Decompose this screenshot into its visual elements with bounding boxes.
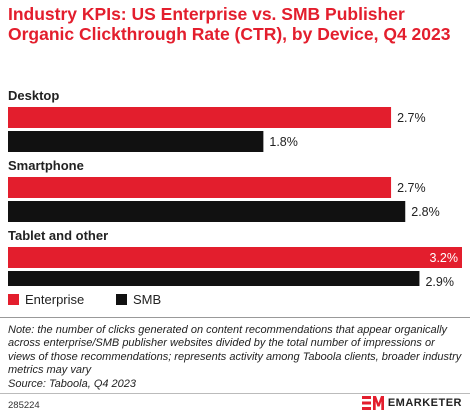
chart-note: Note: the number of clicks generated on … (8, 324, 464, 391)
bar-enterprise (8, 107, 392, 128)
bar-smb (8, 201, 406, 222)
legend-swatch-enterprise (8, 294, 19, 305)
category-label: Desktop (8, 88, 59, 103)
source-text: Source: Taboola, Q4 2023 (8, 377, 137, 390)
legend-item-enterprise: Enterprise (8, 292, 84, 307)
chart-title: Industry KPIs: US Enterprise vs. SMB Pub… (8, 4, 451, 44)
divider-top (0, 317, 470, 318)
bar-smb (8, 271, 420, 286)
bar-enterprise (8, 177, 392, 198)
legend-item-smb: SMB (116, 292, 161, 307)
bar-chart: Desktop 2.7% 1.8% Smartphone 2.7% 2.8% Tablet … (0, 86, 470, 306)
bar-smb (8, 131, 264, 152)
category-label: Smartphone (8, 158, 84, 173)
category-label: Tablet and other (8, 228, 108, 243)
legend-label-smb: SMB (133, 292, 162, 307)
divider-bottom (0, 393, 470, 394)
data-label-smb: 2.8% (411, 205, 440, 219)
bar-enterprise (8, 247, 462, 268)
data-label-enterprise: 3.2% (430, 251, 459, 265)
data-label-enterprise: 2.7% (397, 181, 426, 195)
em-logo-icon (361, 395, 384, 411)
legend-label-enterprise: Enterprise (25, 292, 85, 307)
data-label-smb: 1.8% (269, 135, 298, 149)
brand: EMARKETER (361, 395, 462, 411)
note-text: Note: the number of clicks generated on … (8, 324, 462, 377)
data-label-enterprise: 2.7% (397, 111, 426, 125)
legend-swatch-smb (116, 294, 127, 305)
brand-name: EMARKETER (387, 397, 462, 409)
data-label-smb: 2.9% (425, 275, 454, 286)
bar-chart-svg: Desktop 2.7% 1.8% Smartphone 2.7% 2.8% Tablet … (8, 88, 462, 286)
chart-id: 285224 (8, 400, 40, 411)
